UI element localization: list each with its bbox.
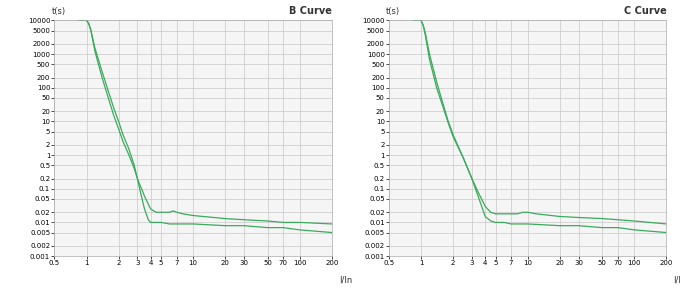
Text: C Curve: C Curve <box>624 6 666 16</box>
Text: I/In: I/In <box>673 276 680 285</box>
Text: I/In: I/In <box>339 276 352 285</box>
Text: t(s): t(s) <box>52 7 66 16</box>
Text: B Curve: B Curve <box>289 6 332 16</box>
Text: t(s): t(s) <box>386 7 401 16</box>
